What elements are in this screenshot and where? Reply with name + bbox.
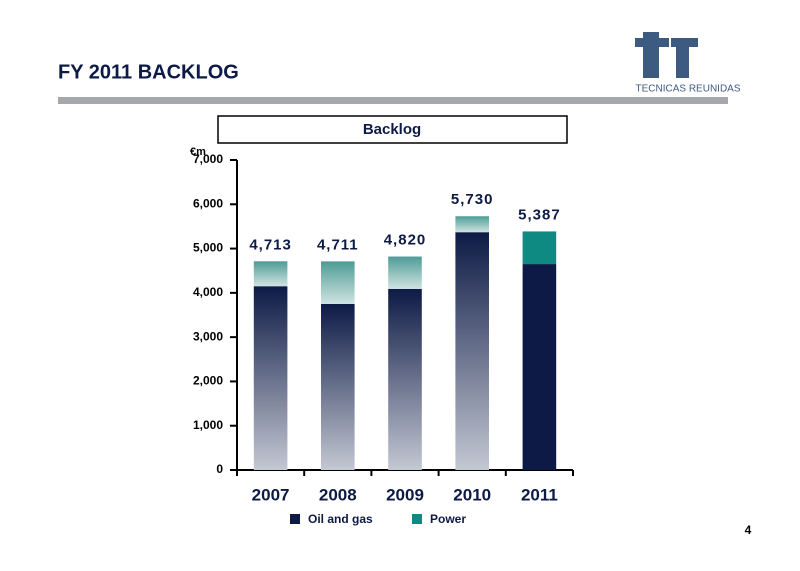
bar-segment bbox=[321, 303, 355, 470]
x-tick-label: 2009 bbox=[386, 485, 424, 504]
y-tick-label: 5,000 bbox=[193, 241, 223, 255]
x-tick-label: 2010 bbox=[453, 485, 491, 504]
y-tick-label: 2,000 bbox=[193, 374, 223, 388]
x-tick-label: 2007 bbox=[252, 485, 290, 504]
total-label: 4,820 bbox=[384, 232, 427, 249]
bar-segment bbox=[388, 256, 422, 289]
legend-label: Power bbox=[430, 512, 466, 526]
chart-title: Backlog bbox=[363, 121, 421, 138]
total-label: 5,730 bbox=[451, 191, 494, 208]
legend-swatch bbox=[290, 514, 300, 524]
x-tick-label: 2011 bbox=[521, 485, 558, 504]
title-rule bbox=[58, 97, 728, 104]
total-label: 4,713 bbox=[249, 236, 292, 253]
bar-segment bbox=[321, 261, 355, 304]
bar-segment bbox=[455, 216, 489, 233]
y-tick-label: 7,000 bbox=[193, 152, 223, 166]
y-tick-label: 6,000 bbox=[193, 196, 223, 210]
logo-text: TECNICAS REUNIDAS bbox=[635, 84, 740, 95]
total-label: 5,387 bbox=[518, 206, 561, 223]
bar-segment bbox=[253, 286, 288, 470]
bar-segment bbox=[253, 261, 288, 287]
y-tick-label: 1,000 bbox=[193, 418, 223, 432]
bar-segment bbox=[388, 288, 422, 470]
y-tick-label: 4,000 bbox=[193, 285, 223, 299]
chart-title-box bbox=[217, 115, 568, 144]
page-number: 4 bbox=[745, 523, 752, 537]
bar-segment bbox=[522, 231, 557, 265]
total-label: 4,711 bbox=[317, 236, 359, 253]
bar-segment bbox=[522, 264, 557, 470]
slide-title: FY 2011 BACKLOG bbox=[58, 61, 239, 83]
legend-swatch bbox=[412, 514, 422, 524]
legend-label: Oil and gas bbox=[308, 512, 373, 526]
y-tick-label: 3,000 bbox=[193, 329, 223, 343]
logo bbox=[635, 32, 698, 78]
x-tick-label: 2008 bbox=[319, 485, 357, 504]
y-axis-label: €m bbox=[190, 146, 206, 158]
bar-segment bbox=[455, 232, 489, 470]
y-tick-label: 0 bbox=[216, 462, 223, 476]
